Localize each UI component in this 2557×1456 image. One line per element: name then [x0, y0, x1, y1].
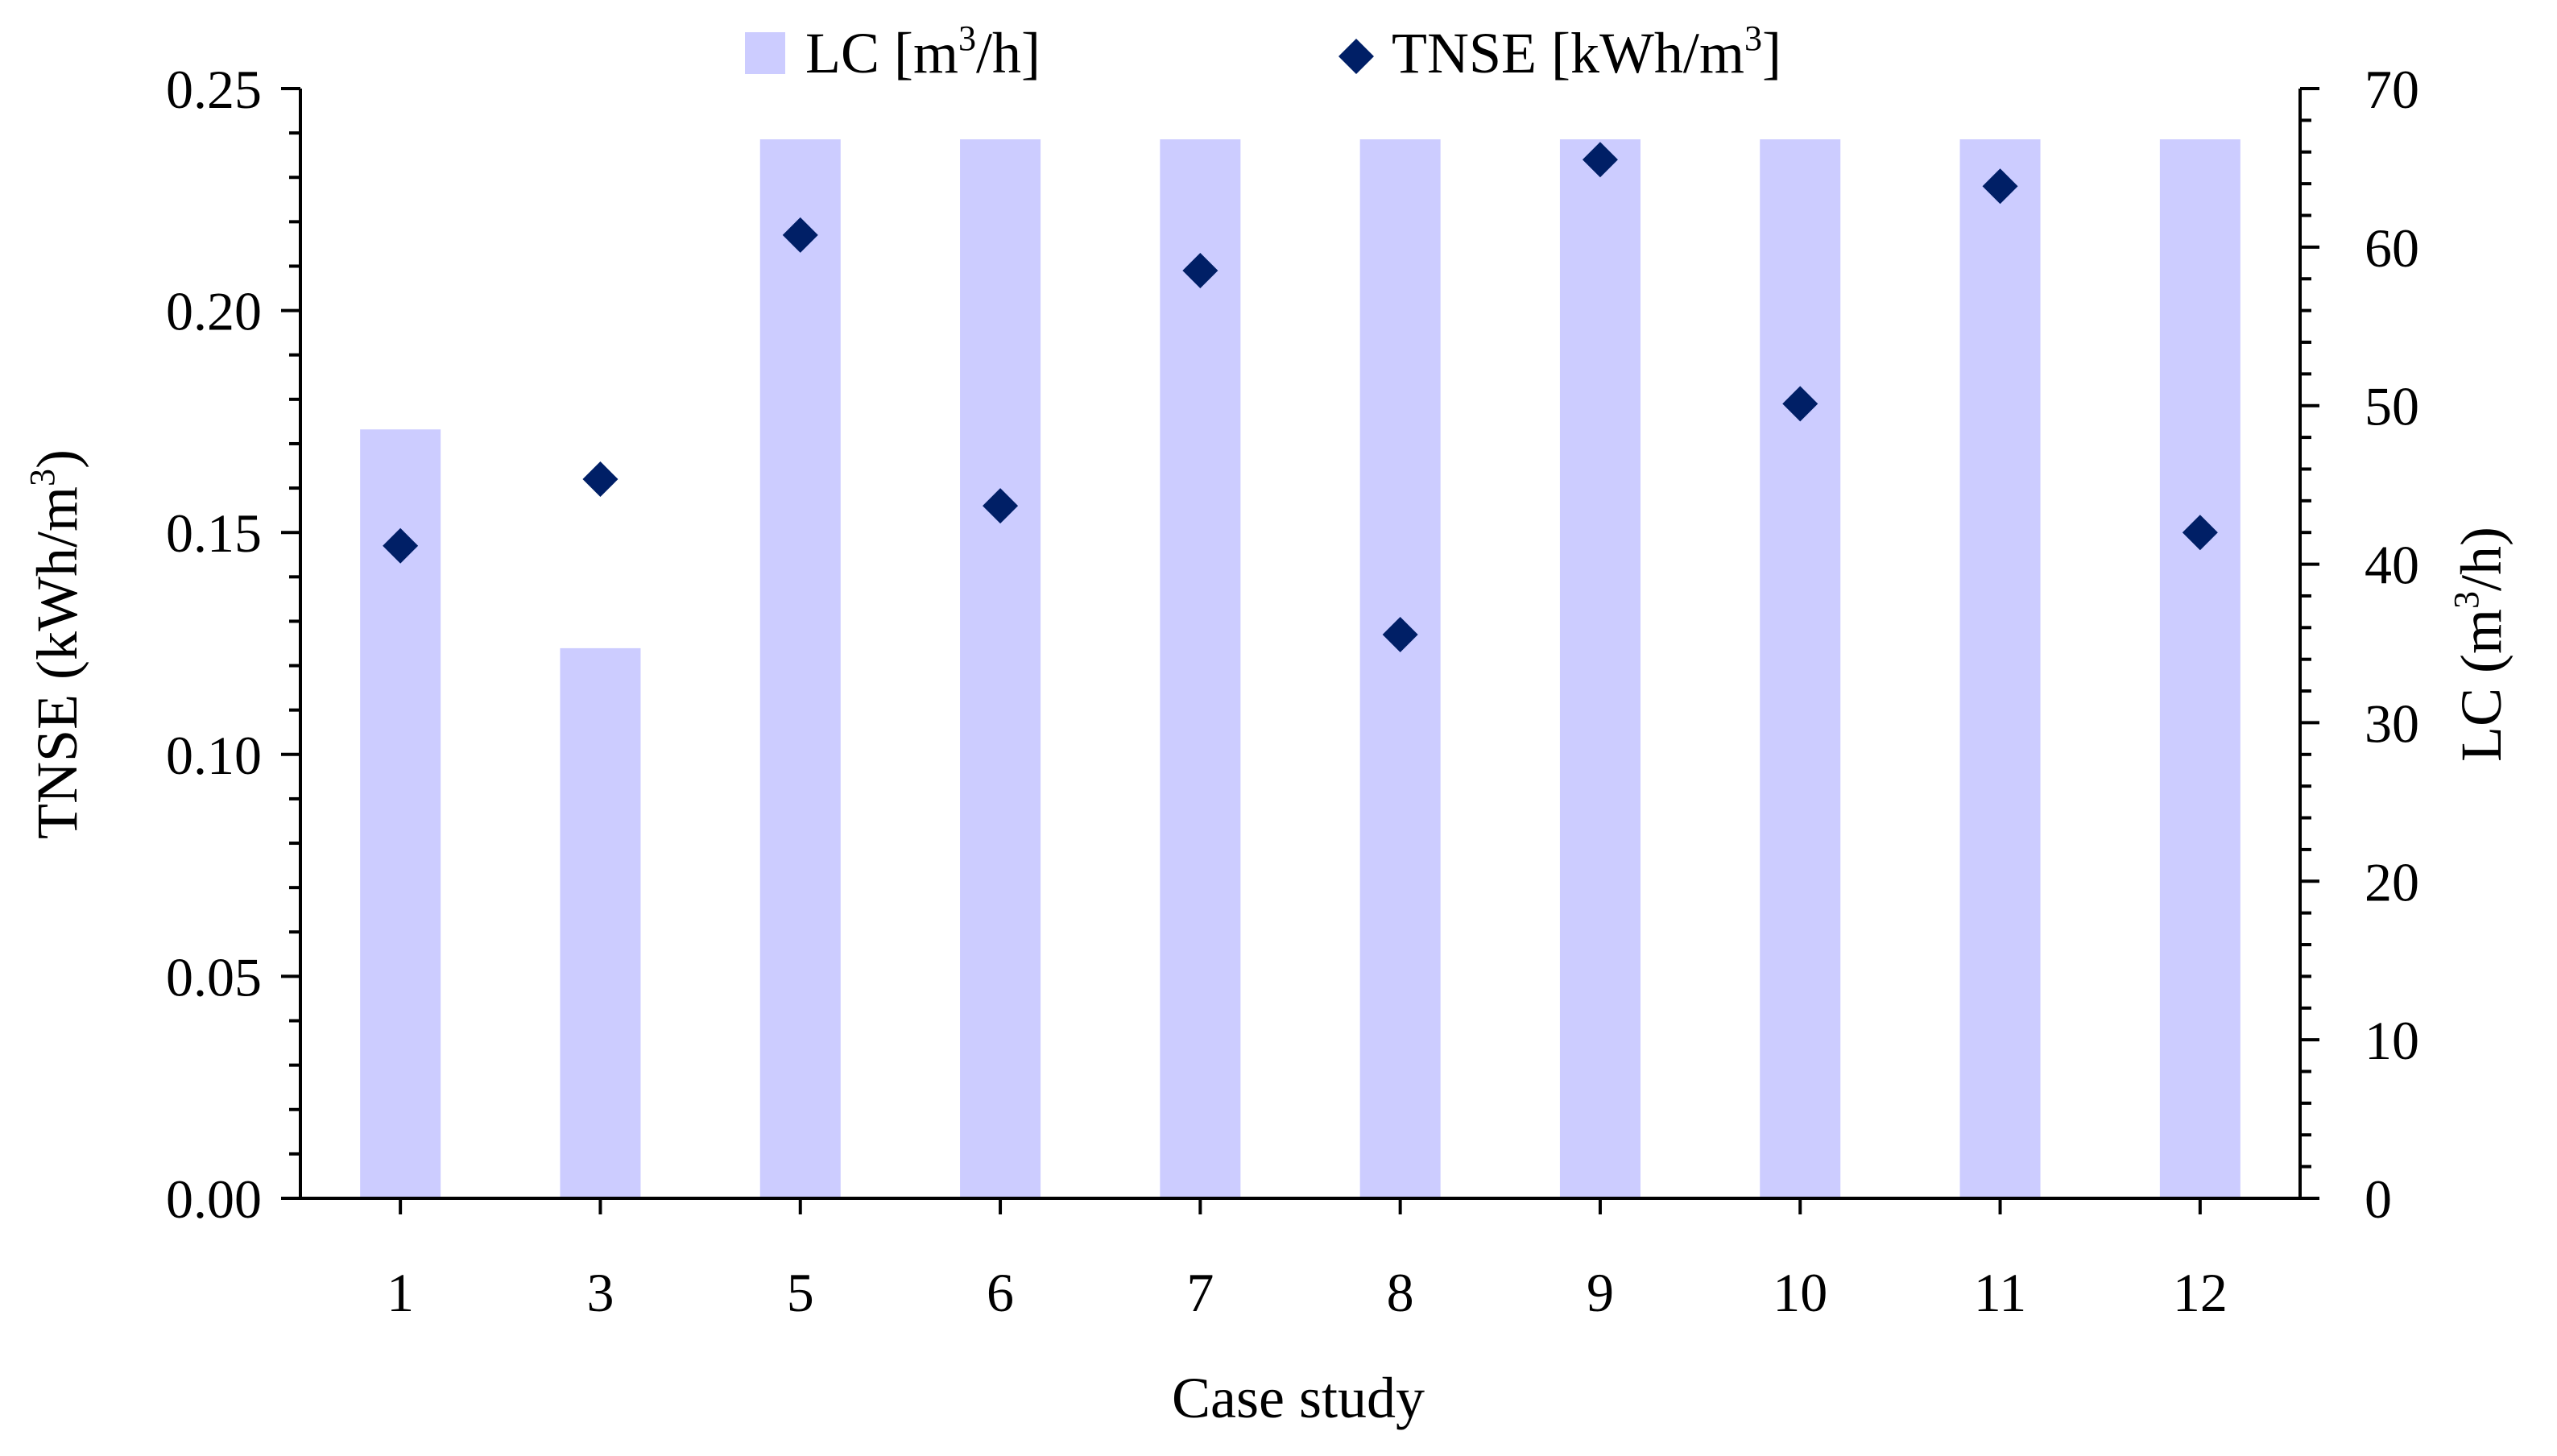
left-axis-title: TNSE (kWh/m3): [23, 449, 89, 839]
left-tick-labels: 0.00 0.05 0.10 0.15 0.20 0.25: [166, 59, 262, 1230]
x-tick-label: 5: [787, 1262, 814, 1323]
lc-bar: [1559, 139, 1641, 1199]
right-tick-label: 10: [2365, 1010, 2419, 1071]
legend-marker-tnse: [1338, 39, 1374, 74]
left-axis-title-main: TNSE (kWh/m: [25, 486, 89, 839]
legend-swatch-lc: [745, 32, 785, 74]
right-tick-label: 30: [2365, 693, 2419, 754]
right-tick-label: 70: [2365, 59, 2419, 120]
right-axis-title-end: /h): [2449, 527, 2514, 591]
left-axis-title-end: ): [25, 449, 89, 469]
right-axis-title-main: LC (m: [2449, 609, 2514, 762]
left-tick-label: 0.05: [166, 946, 262, 1007]
lc-bar: [1160, 139, 1241, 1199]
tnse-marker: [383, 527, 419, 564]
right-tick-label: 20: [2365, 851, 2419, 912]
right-tick-labels: 0 10 20 30 40 50 60 70: [2365, 59, 2419, 1230]
legend-label-tnse: TNSE [kWh/m3]: [1392, 19, 1781, 85]
legend-tnse-end: ]: [1762, 21, 1781, 85]
legend-lc-sup: 3: [958, 19, 976, 58]
lc-bar: [1359, 139, 1441, 1199]
x-tick-label: 12: [2173, 1262, 2228, 1323]
legend-lc-main: LC [m: [805, 21, 958, 85]
x-tick-label: 7: [1186, 1262, 1214, 1323]
lc-bar: [560, 647, 641, 1198]
tnse-marker: [1182, 252, 1219, 288]
lc-bar: [759, 139, 841, 1199]
left-tick-label: 0.15: [166, 503, 262, 564]
right-axis-title-sup: 3: [2447, 591, 2486, 609]
left-tick-label: 0.10: [166, 725, 262, 786]
tnse-marker: [1982, 168, 2018, 205]
right-tick-label: 50: [2365, 376, 2419, 437]
tnse-marker: [782, 217, 818, 253]
x-tick-label: 6: [987, 1262, 1014, 1323]
legend-label-lc: LC [m3/h]: [805, 19, 1041, 85]
axes: [281, 87, 2319, 1214]
tnse-marker: [1582, 142, 1618, 178]
tnse-marker: [1382, 616, 1418, 652]
x-tick-label: 11: [1974, 1262, 2026, 1323]
x-tick-label: 8: [1387, 1262, 1414, 1323]
right-tick-label: 60: [2365, 217, 2419, 279]
tnse-marker: [1782, 386, 1818, 422]
right-tick-label: 0: [2365, 1169, 2392, 1230]
left-tick-label: 0.20: [166, 281, 262, 342]
legend-tnse-main: TNSE [kWh/m: [1392, 21, 1744, 85]
x-tick-label: 10: [1773, 1262, 1827, 1323]
x-tick-label: 9: [1587, 1262, 1614, 1323]
lc-bars: [360, 139, 2240, 1199]
x-tick-labels: 1 3 5 6 7 8 9 10 11 12: [387, 1262, 2228, 1323]
tnse-marker: [983, 488, 1019, 524]
lc-bar: [960, 139, 1041, 1199]
right-axis-title: LC (m3/h): [2447, 527, 2514, 762]
legend: LC [m3/h] TNSE [kWh/m3]: [745, 19, 1781, 85]
legend-lc-end: /h]: [976, 21, 1041, 85]
lc-bar: [2159, 139, 2240, 1199]
x-tick-label: 3: [586, 1262, 614, 1323]
x-tick-label: 1: [387, 1262, 414, 1323]
left-axis-title-sup: 3: [23, 469, 62, 486]
tnse-marker: [582, 461, 619, 498]
tnse-markers: [383, 142, 2218, 652]
x-axis-title: Case study: [1172, 1366, 1425, 1430]
left-tick-label: 0.25: [166, 59, 262, 120]
tnse-marker: [2182, 515, 2218, 551]
lc-bar: [1959, 139, 2041, 1199]
right-tick-label: 40: [2365, 535, 2419, 596]
lc-bar: [1760, 139, 1841, 1199]
legend-tnse-sup: 3: [1744, 19, 1762, 58]
left-tick-label: 0.00: [166, 1169, 262, 1230]
